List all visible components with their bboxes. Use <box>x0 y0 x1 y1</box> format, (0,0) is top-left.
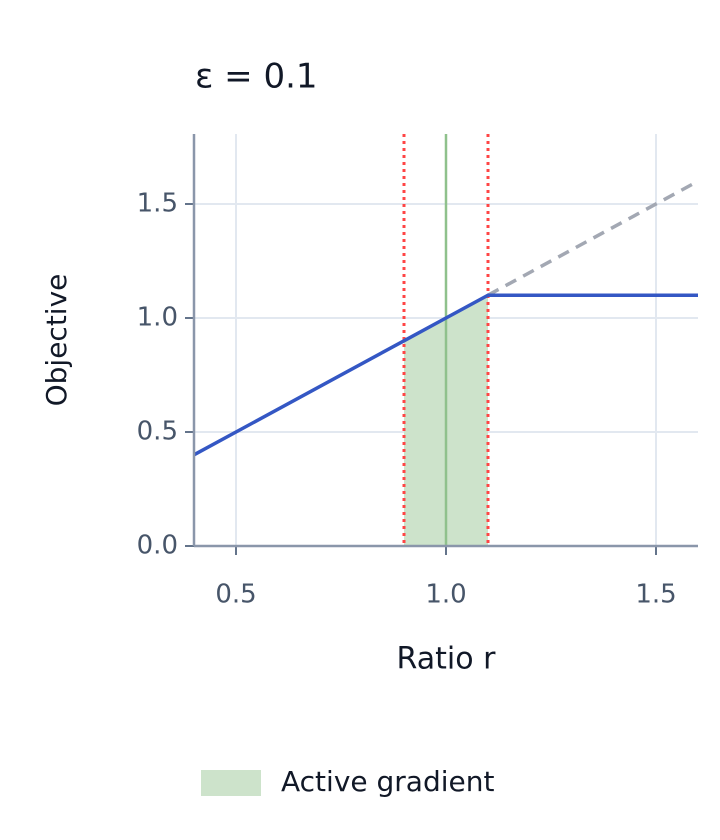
x-tick-label: 1.5 <box>635 580 676 610</box>
y-tick-label: 0.5 <box>137 417 178 447</box>
y-tick-label: 1.0 <box>137 303 178 333</box>
line <box>193 293 698 457</box>
y-tick-label: 0.0 <box>137 531 178 561</box>
x-tick-label: 0.5 <box>215 580 256 610</box>
y-tick-label: 1.5 <box>137 189 178 219</box>
legend-label: Active gradient <box>281 765 494 798</box>
line <box>487 179 699 297</box>
y-axis-label: Objective <box>40 274 73 407</box>
legend-swatch <box>201 770 261 796</box>
x-tick-label: 1.0 <box>425 580 466 610</box>
x-axis-label: Ratio r <box>397 642 497 677</box>
chart-title: ε = 0.1 <box>195 57 318 97</box>
